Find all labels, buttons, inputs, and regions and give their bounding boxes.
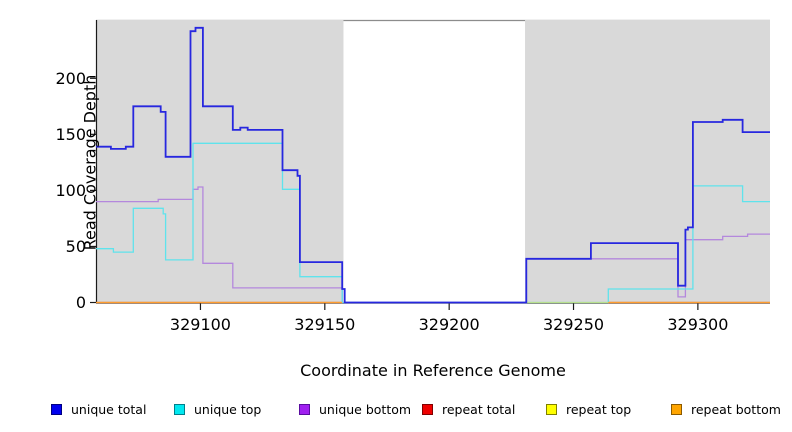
legend-swatch-unique_top bbox=[174, 403, 185, 415]
legend-label: repeat bottom bbox=[691, 401, 781, 417]
y-axis-title: Read Coverage Depth bbox=[80, 74, 100, 251]
legend-label: unique top bbox=[194, 401, 262, 417]
legend-swatch-repeat_top bbox=[546, 403, 557, 415]
legend-item-repeat_top: repeat top bbox=[546, 398, 631, 420]
legend-swatch-unique_bottom bbox=[299, 403, 310, 415]
legend-label: unique bottom bbox=[319, 401, 412, 417]
x-axis-title: Coordinate in Reference Genome bbox=[300, 361, 566, 380]
legend-swatch-repeat_bottom bbox=[671, 403, 682, 415]
legend-swatch-unique_total bbox=[51, 403, 62, 415]
x-tick-label: 329150 bbox=[294, 315, 355, 334]
legend-label: repeat top bbox=[566, 401, 632, 417]
x-tick-label: 329300 bbox=[667, 315, 728, 334]
y-tick-label: 150 bbox=[55, 125, 86, 144]
shaded-region-1 bbox=[96, 20, 344, 303]
legend-item-unique_bottom: unique bottom bbox=[299, 398, 411, 420]
legend-item-repeat_bottom: repeat bottom bbox=[671, 398, 781, 420]
y-tick-label: 200 bbox=[55, 69, 86, 88]
x-tick-label: 329250 bbox=[543, 315, 604, 334]
series-line-unique_total bbox=[96, 26, 770, 304]
x-tick-label: 329200 bbox=[419, 315, 480, 334]
legend-label: unique total bbox=[71, 401, 147, 417]
legend-item-unique_top: unique top bbox=[174, 398, 261, 420]
legend-item-unique_total: unique total bbox=[51, 398, 146, 420]
y-tick-label: 50 bbox=[66, 237, 86, 256]
shaded-region-2 bbox=[525, 20, 770, 303]
legend-label: repeat total bbox=[442, 401, 516, 417]
y-tick-label: 0 bbox=[76, 293, 86, 312]
legend-item-repeat_total: repeat total bbox=[422, 398, 515, 420]
y-tick-label: 100 bbox=[55, 181, 86, 200]
legend: unique total unique top unique bottom repea… bbox=[0, 398, 792, 420]
x-tick-label: 329100 bbox=[170, 315, 231, 334]
legend-swatch-repeat_total bbox=[422, 403, 433, 415]
